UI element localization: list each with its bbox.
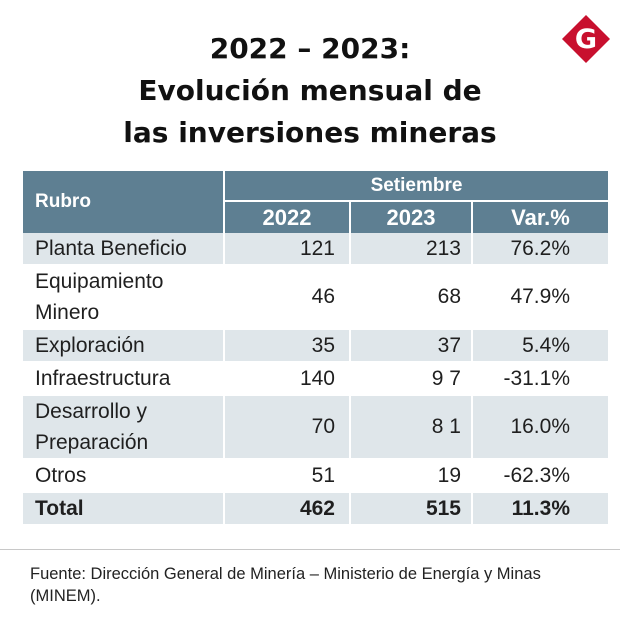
table-row: Exploración 35 37 5.4% (23, 330, 608, 361)
rubro-label-line: Infraestructura (35, 367, 171, 390)
rubro-cell: Otros (23, 460, 223, 491)
rubro-cell: Desarrollo y Preparación (23, 396, 223, 458)
table-row: Infraestructura 140 9 7 -31.1% (23, 363, 608, 394)
rubro-label: Infraestructura (35, 363, 170, 394)
rubro-label: Otros (35, 460, 86, 491)
rubro-label-line: Desarrollo y (35, 400, 148, 423)
total-2023: 515 (351, 493, 471, 524)
title-line-3: las inversiones mineras (123, 116, 497, 149)
value-var: -62.3% (473, 460, 608, 491)
rubro-label-line: Otros (35, 464, 87, 487)
value-var: 47.9% (473, 266, 608, 328)
value-2023: 68 (351, 266, 471, 328)
table-row: Desarrollo y Preparación 70 8 1 16.0% (23, 396, 608, 458)
table-row: Planta Beneficio 121 213 76.2% (23, 233, 608, 264)
total-label: Total (23, 493, 223, 524)
value-2023: 213 (351, 233, 471, 264)
value-2022: 70 (225, 396, 349, 458)
value-var: 5.4% (473, 330, 608, 361)
header-2022: 2022 (225, 202, 349, 233)
title-line-2: Evolución mensual de (138, 74, 482, 107)
chart-title: 2022 – 2023: Evolución mensual de las in… (0, 28, 620, 154)
rubro-label: Exploración (35, 330, 145, 361)
header-var: Var.% (473, 202, 608, 233)
header-group-setiembre: Setiembre (225, 171, 608, 200)
value-2023: 9 7 (351, 363, 471, 394)
value-2022: 121 (225, 233, 349, 264)
value-var: -31.1% (473, 363, 608, 394)
table-row: Otros 51 19 -62.3% (23, 460, 608, 491)
value-var: 76.2% (473, 233, 608, 264)
source-note: Fuente: Dirección General de Minería – M… (30, 563, 590, 607)
rubro-label-line: Planta Beneficio (35, 237, 187, 260)
source-line-1: Fuente: Dirección General de Minería – M… (30, 565, 541, 583)
value-var: 16.0% (473, 396, 608, 458)
rubro-cell: Equipamiento Minero (23, 266, 223, 328)
source-line-2: (MINEM). (30, 587, 101, 605)
value-2022: 140 (225, 363, 349, 394)
total-2022: 462 (225, 493, 349, 524)
value-2022: 46 (225, 266, 349, 328)
total-row: Total 462 515 11.3% (23, 493, 608, 524)
value-2023: 37 (351, 330, 471, 361)
value-2022: 35 (225, 330, 349, 361)
rubro-cell: Planta Beneficio (23, 233, 223, 264)
title-line-1: 2022 – 2023: (209, 32, 411, 65)
rubro-label-line: Minero (35, 301, 100, 324)
rubro-label: Desarrollo y Preparación (35, 396, 148, 458)
rubro-label: Equipamiento Minero (35, 266, 163, 328)
g-logo-icon: G (562, 15, 610, 63)
total-var: 11.3% (473, 493, 608, 524)
header-rubro: Rubro (23, 171, 223, 233)
value-2023: 19 (351, 460, 471, 491)
header-2023: 2023 (351, 202, 471, 233)
value-2022: 51 (225, 460, 349, 491)
rubro-label: Planta Beneficio (35, 233, 187, 264)
divider (0, 549, 620, 550)
rubro-cell: Infraestructura (23, 363, 223, 394)
rubro-label-line: Equipamiento (35, 270, 164, 293)
rubro-cell: Exploración (23, 330, 223, 361)
value-2023: 8 1 (351, 396, 471, 458)
table-row: Equipamiento Minero 46 68 47.9% (23, 266, 608, 328)
brand-logo: G (561, 14, 611, 64)
rubro-label-line: Exploración (35, 334, 145, 357)
rubro-label-line: Preparación (35, 431, 149, 454)
logo-letter: G (575, 24, 597, 55)
